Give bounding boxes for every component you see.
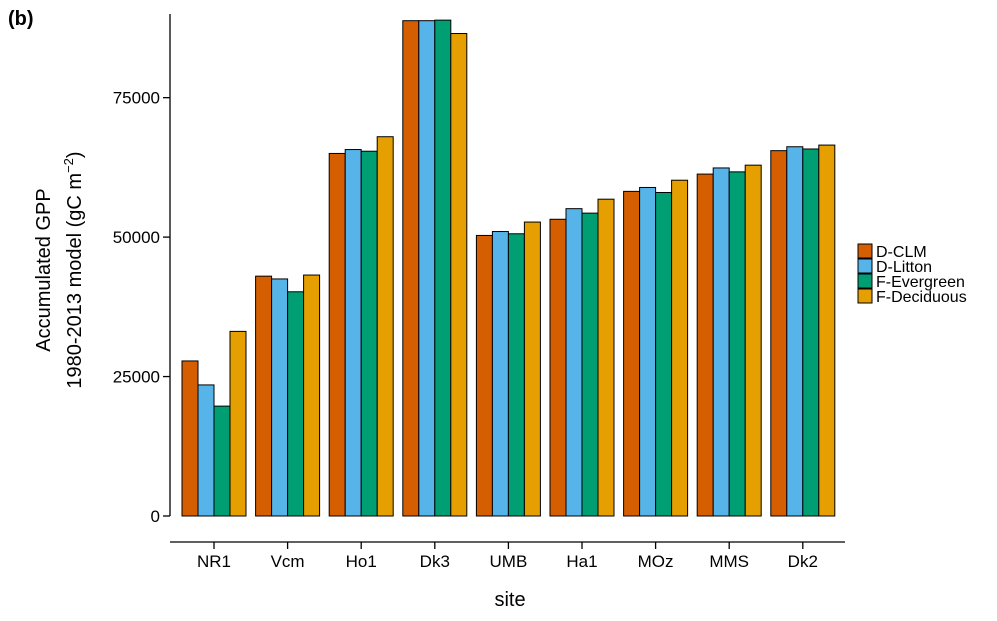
bar-dk2-d-litton [786,146,804,517]
bar-dk2-f-deciduous [818,144,836,517]
bar-umb-f-evergreen [507,233,525,517]
x-tick-label-umb: UMB [490,552,528,571]
x-tick-label-nr1: NR1 [197,552,231,571]
x-tick-label-ho1: Ho1 [346,552,377,571]
bar-umb-d-clm [475,234,493,517]
x-tick-label-dk2: Dk2 [788,552,818,571]
bars-group [181,19,836,517]
bar-umb-d-litton [491,231,509,517]
bar-moz-f-evergreen [655,191,673,517]
legend-label-d-litton: D-Litton [876,259,932,276]
bar-vcm-f-deciduous [303,274,321,517]
bar-mms-d-litton [712,167,730,517]
x-tick-label-dk3: Dk3 [420,552,450,571]
bar-ho1-f-deciduous [376,136,394,517]
bar-ho1-f-evergreen [360,150,378,517]
bar-dk3-d-litton [418,20,436,517]
legend-swatch-d-clm [857,243,873,259]
bar-vcm-d-clm [255,275,273,517]
y-axis-title-line2: 1980-2013 model (gC m−2) [61,151,86,388]
x-axis-title: site [494,589,525,611]
bar-moz-d-litton [639,186,657,517]
y-tick-label: 75000 [113,89,160,108]
y-tick-label: 25000 [113,368,160,387]
bar-ha1-d-clm [549,218,567,517]
y-axis-title-text: 1980-2013 model (gC m [64,173,86,389]
bar-nr1-f-deciduous [229,330,247,517]
x-tick-label-moz: MOz [638,552,674,571]
legend-swatch-f-evergreen [857,273,873,289]
bar-mms-d-clm [696,173,714,517]
axes-group: 0 25000 50000 75000 NR1 Vcm Ho1 Dk3 UMB Ha1 MOz MMS… [113,14,845,571]
bar-ho1-d-clm [328,152,346,517]
x-tick-label-ha1: Ha1 [566,552,597,571]
legend-label-d-clm: D-CLM [876,244,927,261]
bar-ha1-f-deciduous [597,198,615,517]
bar-dk2-f-evergreen [802,148,820,517]
bar-dk2-d-clm [770,150,788,517]
y-axis-title-close: ) [64,151,86,158]
y-axis-title-line1: Accumulated GPP [33,188,55,351]
bar-ho1-d-litton [344,149,362,517]
bar-dk3-d-clm [402,20,420,517]
y-axis-title-exponent: −2 [61,158,76,173]
bar-vcm-f-evergreen [287,291,305,517]
bar-ha1-f-evergreen [581,212,599,517]
bar-moz-d-clm [623,190,641,517]
x-tick-label-vcm: Vcm [271,552,305,571]
bar-mms-f-evergreen [728,171,746,517]
legend-label-f-evergreen: F-Evergreen [876,274,965,291]
bar-nr1-d-clm [181,360,199,517]
bar-mms-f-deciduous [744,164,762,517]
legend-label-f-deciduous: F-Deciduous [876,289,967,306]
panel-label: (b) [8,8,34,30]
y-tick-label: 50000 [113,228,160,247]
bar-dk3-f-evergreen [434,19,452,517]
bar-vcm-d-litton [271,278,289,517]
bar-umb-f-deciduous [523,221,541,517]
bar-dk3-f-deciduous [450,33,468,517]
bar-moz-f-deciduous [671,179,689,517]
bar-nr1-f-evergreen [213,405,231,517]
legend-swatch-f-deciduous [857,288,873,304]
y-tick-label: 0 [151,507,160,526]
bar-nr1-d-litton [197,384,215,517]
bar-ha1-d-litton [565,208,583,517]
x-tick-label-mms: MMS [709,552,749,571]
legend-swatch-d-litton [857,258,873,274]
